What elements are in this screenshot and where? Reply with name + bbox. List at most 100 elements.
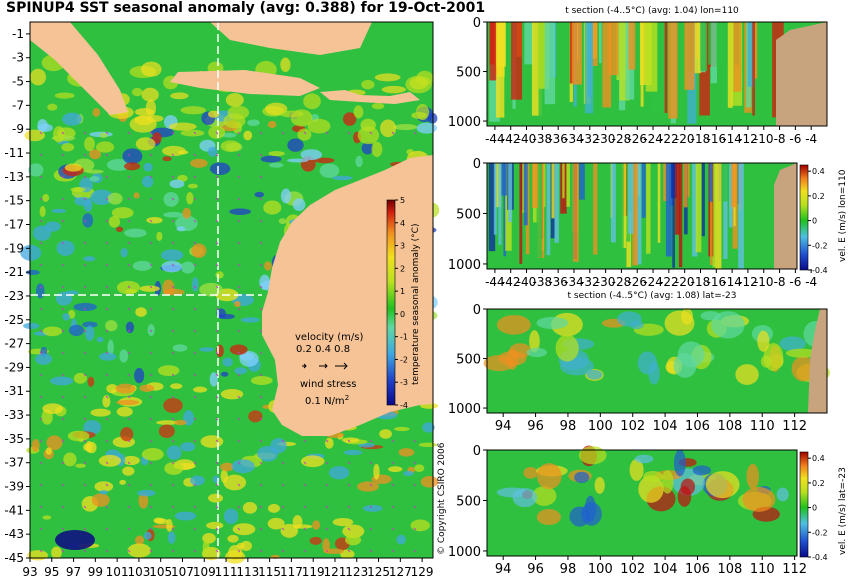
anomaly-patch	[111, 207, 134, 219]
section-stripe	[613, 163, 620, 207]
anomaly-patch	[264, 261, 272, 271]
anomaly-patch	[182, 207, 191, 219]
anomaly-patch	[206, 521, 224, 530]
section-stripe	[524, 22, 534, 65]
anomaly-patch	[134, 535, 145, 546]
velocity-vector	[149, 329, 153, 333]
anomaly-patch	[180, 261, 195, 274]
velocity-vector	[171, 197, 175, 201]
x-tick-label: -6	[789, 132, 801, 146]
panel-vel-lat-23-frame	[486, 449, 798, 557]
velocity-vector	[39, 285, 43, 289]
map-frame	[29, 21, 434, 559]
section-stripe	[752, 22, 755, 116]
lon-tick-label: 125	[367, 565, 390, 579]
velocity-vector	[149, 395, 153, 399]
section-stripe	[607, 163, 610, 227]
anomaly-patch	[85, 169, 104, 174]
section-patch	[586, 369, 603, 380]
velocity-vector	[61, 483, 65, 487]
section-stripe	[536, 163, 543, 258]
anomaly-patch	[31, 438, 40, 452]
section-stripe	[678, 163, 683, 268]
section-stripe	[675, 163, 680, 235]
x-tick-label: 96	[527, 419, 544, 434]
velocity-vector	[61, 395, 65, 399]
lat-tick-label: -27	[4, 337, 24, 351]
section-stripe	[747, 22, 755, 87]
section-stripe	[493, 163, 497, 235]
velocity-vector	[61, 285, 65, 289]
anomaly-patch	[42, 515, 52, 520]
lon-tick-label: 113	[236, 565, 259, 579]
anomaly-patch	[324, 437, 334, 449]
anomaly-patch	[220, 140, 241, 152]
x-tick-label: -44	[485, 132, 505, 146]
section-patch	[661, 470, 674, 494]
anomaly-patch	[99, 490, 109, 495]
anomaly-patch	[135, 307, 147, 317]
anomaly-patch	[47, 103, 58, 111]
velocity-vector	[171, 263, 175, 267]
velocity-vector	[281, 131, 285, 135]
velocity-vector	[193, 153, 197, 157]
section-stripe	[562, 163, 565, 199]
y-tick-label: 500	[456, 353, 481, 368]
section-patch	[742, 487, 776, 512]
velocity-vector	[83, 527, 87, 531]
sst-colorbar	[386, 199, 396, 406]
panel-t-lon110-frame	[486, 21, 828, 127]
anomaly-patch	[116, 399, 140, 406]
velocity-vector	[105, 263, 109, 267]
velocity-vector	[303, 505, 307, 509]
anomaly-patch	[297, 128, 312, 141]
anomaly-patch	[42, 326, 63, 337]
velocity-vector	[237, 395, 241, 399]
lat-tick-label: -25	[4, 313, 24, 327]
anomaly-patch	[120, 427, 134, 442]
anomaly-patch	[357, 481, 379, 492]
section-stripe	[694, 22, 701, 74]
section-patch	[634, 454, 654, 464]
velocity-vector	[171, 219, 175, 223]
anomaly-patch	[35, 283, 45, 299]
anomaly-patch	[98, 454, 122, 467]
velocity-vector	[61, 527, 65, 531]
velocity-vector	[369, 483, 373, 487]
anomaly-patch	[418, 442, 438, 447]
velocity-vector	[105, 197, 109, 201]
section-patch	[523, 466, 538, 479]
anomaly-patch	[139, 285, 160, 292]
velocity-vector	[215, 285, 219, 289]
section-stripe	[635, 163, 642, 265]
section-patch	[498, 351, 527, 366]
section-patch	[760, 355, 772, 368]
velocity-vector	[413, 439, 417, 443]
velocity-vector	[259, 351, 263, 355]
section-stripe	[608, 22, 619, 76]
anomaly-patch	[85, 440, 93, 453]
velocity-vector	[303, 527, 307, 531]
x-tick-label: 106	[685, 419, 710, 434]
x-tick-label: -24	[643, 132, 663, 146]
velocity-vector	[325, 483, 329, 487]
velocity-vector	[83, 307, 87, 311]
anomaly-patch	[119, 479, 126, 485]
section-stripe	[683, 163, 688, 208]
anomaly-patch	[374, 73, 401, 82]
x-tick-label: 98	[560, 419, 577, 434]
velocity-vector	[215, 241, 219, 245]
velocity-vector	[83, 549, 87, 553]
section-stripe	[546, 163, 551, 256]
section-stripe	[508, 163, 513, 223]
velocity-vector	[149, 505, 153, 509]
velocity-vector	[149, 263, 153, 267]
anomaly-patch	[190, 158, 208, 168]
section-stripe	[692, 163, 698, 257]
map-land-borneo	[210, 22, 372, 55]
anomaly-patch	[119, 349, 129, 363]
velocity-vector	[413, 461, 417, 465]
velocity-vector	[215, 395, 219, 399]
anomaly-patch	[343, 449, 363, 456]
panel-t-lat-23-land	[808, 309, 827, 413]
